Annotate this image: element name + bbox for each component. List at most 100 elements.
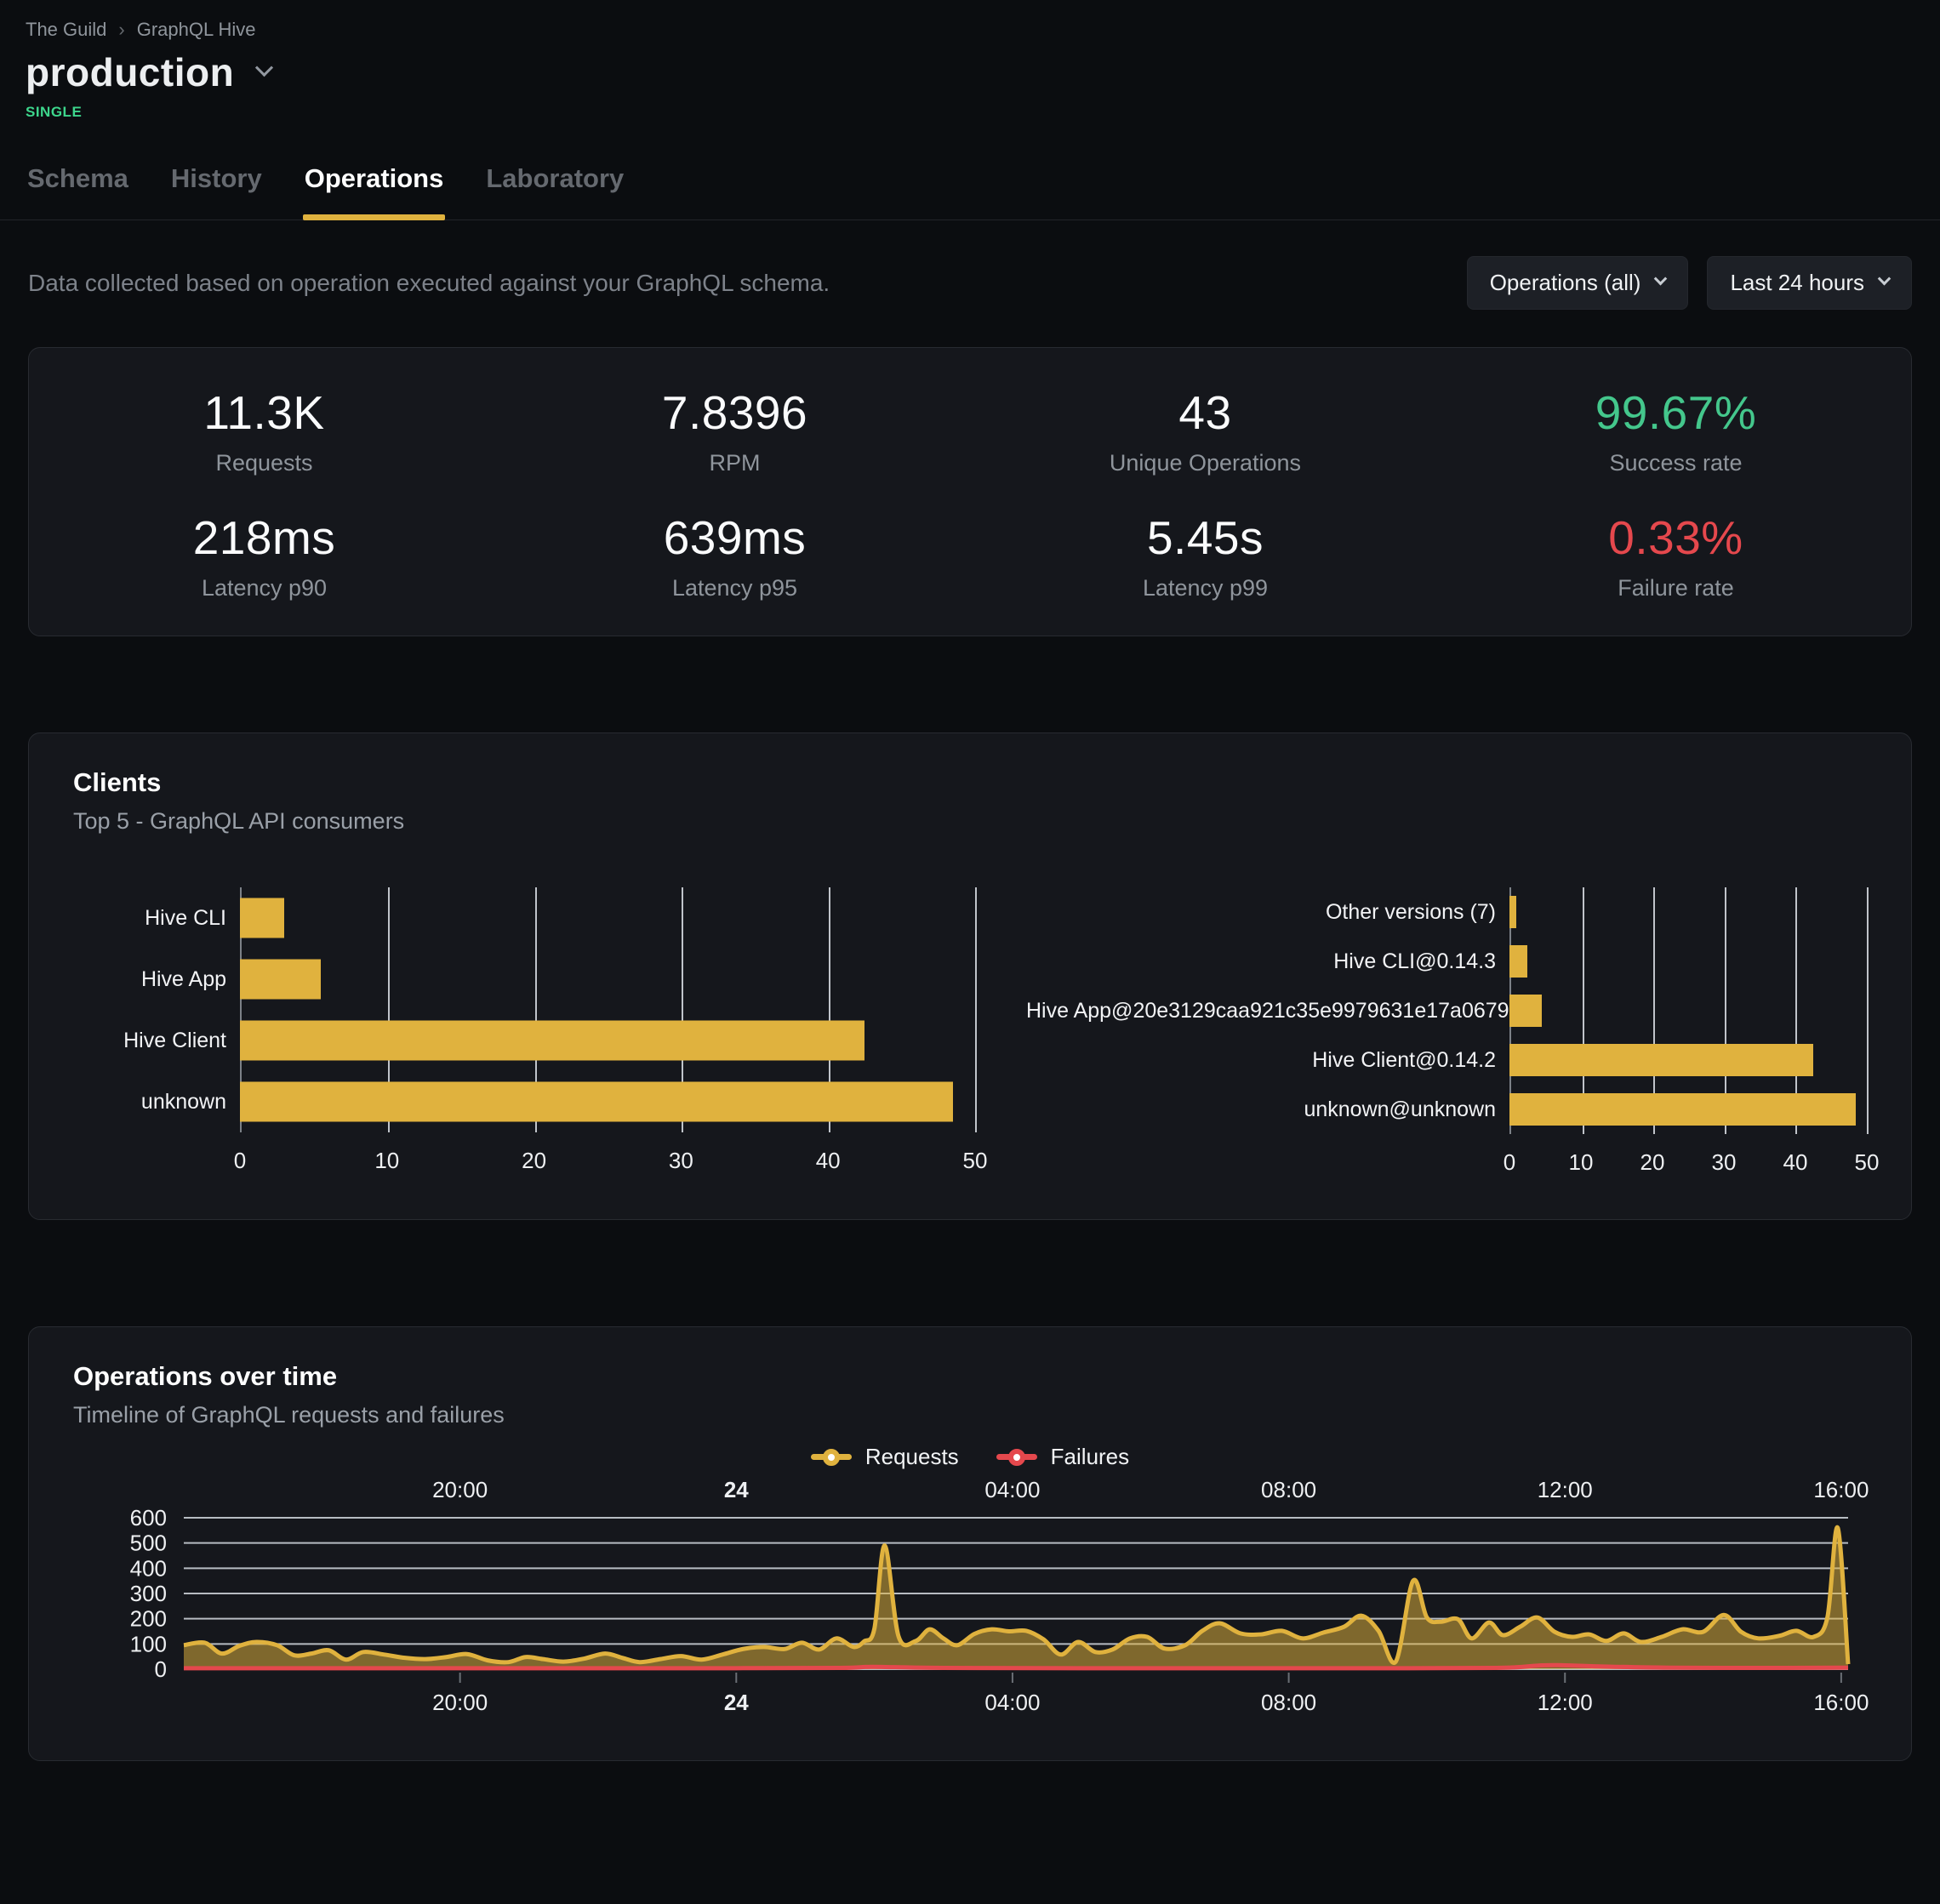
legend-marker-dot-icon bbox=[1007, 1448, 1025, 1466]
stat-label: RPM bbox=[709, 450, 761, 476]
time-range-label: Last 24 hours bbox=[1730, 270, 1864, 295]
tab-operations[interactable]: Operations bbox=[302, 155, 446, 220]
clients-panel: Clients Top 5 - GraphQL API consumers Hi… bbox=[28, 733, 1912, 1220]
target-selector-chevron-down-icon[interactable] bbox=[255, 58, 274, 77]
y-axis-tick-label: 400 bbox=[130, 1555, 167, 1581]
axis-tick-label: 40 bbox=[1783, 1149, 1808, 1175]
breadcrumb: The Guild › GraphQL Hive bbox=[26, 19, 1914, 41]
x-axis-top-tick-label: 04:00 bbox=[984, 1479, 1040, 1502]
clients-panel-title: Clients bbox=[73, 767, 162, 797]
bar bbox=[1509, 995, 1542, 1027]
gridline bbox=[975, 887, 977, 1132]
stat-label: Latency p99 bbox=[1142, 575, 1269, 601]
stat-unique-operations: 43 Unique Operations bbox=[970, 385, 1441, 476]
bar-category-label: Hive App@20e3129caa921c35e9979631e17a067… bbox=[1026, 998, 1509, 1023]
breadcrumb-org-link[interactable]: The Guild bbox=[26, 19, 107, 40]
tab-laboratory[interactable]: Laboratory bbox=[486, 163, 625, 193]
clients-panel-subtitle: Top 5 - GraphQL API consumers bbox=[73, 808, 405, 834]
stat-latency-p90: 218ms Latency p90 bbox=[29, 510, 499, 601]
gridline bbox=[828, 887, 830, 1132]
legend-label: Failures bbox=[1050, 1444, 1130, 1469]
bar-category-label: unknown@unknown bbox=[1304, 1097, 1496, 1121]
description-text: Data collected based on operation execut… bbox=[28, 269, 830, 296]
requests-area bbox=[184, 1527, 1848, 1669]
bar-row: Hive CLI@0.14.3 bbox=[1026, 937, 1867, 986]
bar-category-label: unknown bbox=[140, 1089, 226, 1114]
stat-value: 11.3K bbox=[203, 386, 325, 439]
axis-tick-label: 10 bbox=[374, 1148, 400, 1173]
bar-track bbox=[240, 1071, 975, 1132]
stat-latency-p99: 5.45s Latency p99 bbox=[970, 510, 1441, 601]
axis-tick-label: 10 bbox=[1568, 1149, 1594, 1175]
x-axis-bottom-tick-label: 04:00 bbox=[984, 1690, 1040, 1715]
stat-label: Latency p90 bbox=[201, 575, 328, 601]
x-axis-bottom-tick-label: 08:00 bbox=[1261, 1690, 1316, 1715]
operations-over-time-panel: Operations over time Timeline of GraphQL… bbox=[28, 1326, 1912, 1761]
clients-by-version-bar-chart: Other versions (7) Hive CLI@0.14.3 Hive Ap… bbox=[1026, 887, 1879, 1180]
bar-track bbox=[240, 887, 975, 949]
bar bbox=[240, 959, 322, 1000]
bar-chart-gridlines bbox=[240, 887, 977, 1132]
breadcrumb-project-link[interactable]: GraphQL Hive bbox=[136, 19, 256, 40]
bar bbox=[1509, 1093, 1857, 1126]
tab-schema[interactable]: Schema bbox=[27, 163, 128, 193]
gridline bbox=[388, 887, 391, 1132]
tab-history[interactable]: History bbox=[170, 163, 262, 193]
bar bbox=[1509, 896, 1517, 928]
gridline bbox=[1582, 887, 1584, 1134]
tab-bar: Schema History Operations Laboratory bbox=[0, 155, 1940, 220]
timeline-chart: 0 100 200 300 400 500 600 20:00 20:00 24 24 04:00 04… bbox=[73, 1477, 1869, 1731]
clients-by-name-bar-chart: Hive CLI Hive App Hive Client unknown 0 10 20 3… bbox=[73, 887, 987, 1178]
bar-category-label: Hive CLI bbox=[145, 905, 226, 930]
x-axis-bottom-tick-label: 12:00 bbox=[1538, 1690, 1593, 1715]
axis-tick-label: 50 bbox=[1854, 1149, 1880, 1175]
x-axis-top-tick-label: 12:00 bbox=[1538, 1479, 1593, 1502]
stat-value: 99.67% bbox=[1595, 386, 1757, 439]
bar-chart-body: Hive CLI Hive App Hive Client unknown bbox=[73, 887, 977, 1132]
stat-value: 7.8396 bbox=[661, 386, 808, 439]
bar-track bbox=[1509, 937, 1867, 986]
gridline bbox=[1867, 887, 1869, 1134]
y-axis-tick-label: 100 bbox=[130, 1631, 167, 1656]
time-range-dropdown[interactable]: Last 24 hours bbox=[1707, 256, 1912, 310]
operations-panel-subtitle: Timeline of GraphQL requests and failure… bbox=[73, 1402, 505, 1428]
stats-panel: 11.3K Requests 7.8396 RPM 43 Unique Oper… bbox=[28, 347, 1912, 636]
y-axis-tick-label: 200 bbox=[130, 1606, 167, 1632]
stat-success-rate: 99.67% Success rate bbox=[1441, 385, 1911, 476]
gridline bbox=[682, 887, 684, 1132]
bar-track bbox=[1509, 1035, 1867, 1085]
stat-label: Requests bbox=[215, 450, 313, 476]
legend-item-requests[interactable]: Requests bbox=[810, 1444, 959, 1470]
legend-label: Requests bbox=[864, 1444, 959, 1469]
bar-track bbox=[240, 1010, 975, 1071]
stat-value: 218ms bbox=[192, 511, 336, 564]
axis-tick-label: 30 bbox=[668, 1148, 693, 1173]
bar-row: Hive Client bbox=[73, 1010, 975, 1071]
bar-row: Hive Client@0.14.2 bbox=[1026, 1035, 1867, 1085]
x-axis-bottom-tick-label: 20:00 bbox=[432, 1690, 488, 1715]
breadcrumb-separator-icon: › bbox=[118, 19, 125, 40]
bar bbox=[240, 898, 284, 938]
bar bbox=[1509, 945, 1527, 978]
bar-category-label: Hive CLI@0.14.3 bbox=[1333, 949, 1496, 973]
stat-requests: 11.3K Requests bbox=[29, 385, 499, 476]
legend-marker-icon bbox=[810, 1448, 852, 1466]
legend-item-failures[interactable]: Failures bbox=[996, 1444, 1129, 1470]
stat-label: Unique Operations bbox=[1109, 450, 1302, 476]
x-axis-top-tick-label: 20:00 bbox=[432, 1479, 488, 1502]
y-axis-tick-label: 600 bbox=[130, 1505, 167, 1531]
bar-track bbox=[240, 949, 975, 1010]
legend-marker-dot-icon bbox=[822, 1448, 840, 1466]
bar bbox=[1509, 1044, 1813, 1076]
bar bbox=[240, 1081, 954, 1122]
timeline-legend: Requests Failures bbox=[73, 1444, 1867, 1470]
bar-row: Hive CLI bbox=[73, 887, 975, 949]
x-axis-bottom-tick-label: 24 bbox=[724, 1690, 749, 1715]
stat-label: Latency p95 bbox=[671, 575, 798, 601]
x-axis-top-tick-label: 16:00 bbox=[1813, 1479, 1869, 1502]
operations-filter-dropdown[interactable]: Operations (all) bbox=[1466, 256, 1689, 310]
operations-panel-title: Operations over time bbox=[73, 1361, 338, 1391]
stat-rpm: 7.8396 RPM bbox=[499, 385, 970, 476]
